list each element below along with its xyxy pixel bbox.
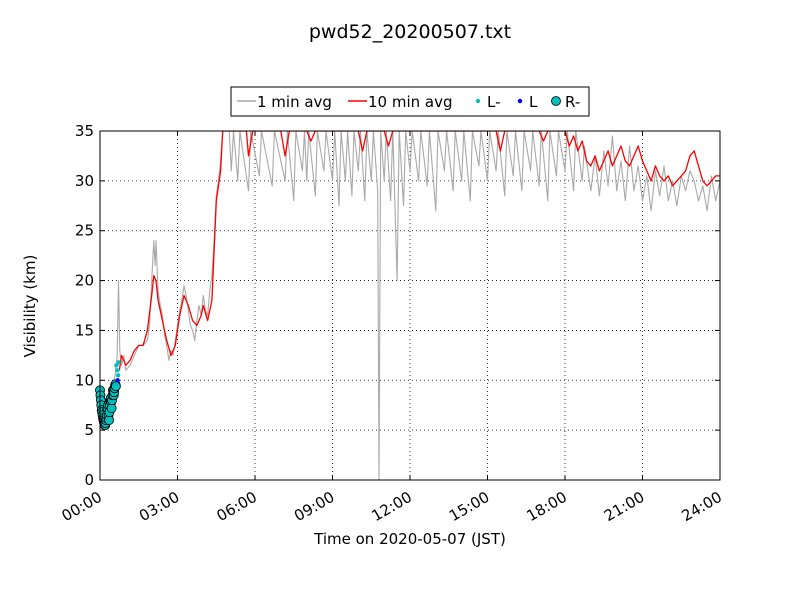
x-axis-label: Time on 2020-05-07 (JST) xyxy=(313,530,506,548)
r-minus-point xyxy=(111,381,121,392)
legend-label-l: L xyxy=(529,93,538,111)
legend-box xyxy=(230,86,590,117)
chart-title: pwd52_20200507.txt xyxy=(309,21,511,43)
series-line-1-min-avg xyxy=(100,131,720,480)
legend-label-r-minus: R- xyxy=(565,93,580,111)
y-tick-label: 0 xyxy=(84,471,94,489)
legend-swatch-l-minus xyxy=(475,98,481,104)
grid-lines xyxy=(100,131,720,480)
l-minus-point xyxy=(116,360,121,365)
y-axis-label: Visibility (km) xyxy=(21,255,39,358)
y-tick-label: 25 xyxy=(75,222,94,240)
y-tick-label: 15 xyxy=(75,321,94,339)
legend-swatch-r-minus xyxy=(551,96,561,106)
y-tick-label: 5 xyxy=(84,421,94,439)
legend: 1 min avg 10 min avg L- L R- xyxy=(230,86,590,117)
y-tick-label: 20 xyxy=(75,272,94,290)
legend-label-1min: 1 min avg xyxy=(257,93,332,111)
series-layer xyxy=(100,131,720,480)
legend-label-10min: 10 min avg xyxy=(368,93,453,111)
y-tick-label: 10 xyxy=(75,371,94,389)
y-tick-label: 35 xyxy=(75,122,94,140)
legend-swatch-l xyxy=(517,98,523,104)
l-minus-point xyxy=(115,373,121,378)
l-point xyxy=(115,378,120,383)
legend-label-l-minus: L- xyxy=(487,93,501,111)
l-minus-point xyxy=(115,368,120,373)
series-line-10-min-avg xyxy=(118,131,720,371)
y-tick-label: 30 xyxy=(75,172,94,190)
marker-layer xyxy=(95,360,121,431)
